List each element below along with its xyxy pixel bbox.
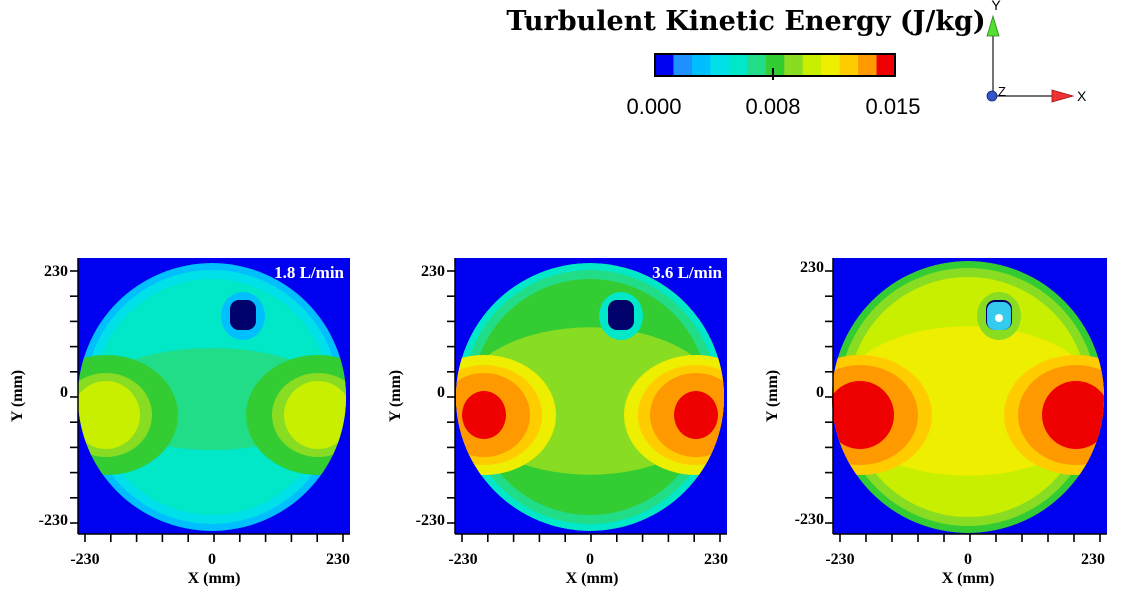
panel-2-ytick-label-top: 230	[421, 263, 445, 280]
panel-2: 3.6 L/min 230 0 -230 -230 0 230 X (mm) Y…	[387, 258, 728, 587]
panel-1-ytick-label-bottom: -230	[39, 512, 68, 529]
panel-2-flow-label: 3.6 L/min	[652, 263, 722, 282]
colorbar-segment	[765, 54, 785, 76]
colorbar-tick-label-min: 0.000	[626, 94, 681, 119]
panel-3-ytick-label-bottom: -230	[795, 511, 824, 528]
colorbar-segment	[655, 54, 674, 76]
contour-band	[674, 391, 718, 439]
colorbar-segment	[802, 54, 822, 76]
panel-1-ytick-label-top: 230	[44, 263, 68, 280]
colorbar-tick-labels: 0.000 0.008 0.015	[626, 94, 920, 119]
contour-band	[462, 391, 506, 439]
panel-1-axes	[70, 258, 350, 542]
panel-3-xtick-label-mid: 0	[964, 551, 972, 568]
panel-1-ytick-label-mid: 0	[60, 384, 68, 401]
triad-label-x: X	[1077, 88, 1087, 104]
colorbar-segment	[728, 54, 748, 76]
colorbar-frame	[654, 53, 896, 77]
colorbar-tick-label-mid: 0.008	[745, 94, 800, 119]
colorbar-segment	[691, 54, 711, 76]
contour-band	[838, 391, 882, 439]
panel-1-field	[78, 263, 346, 531]
triad-label-y: Y	[991, 0, 1001, 13]
triad-x-arrow-icon	[1051, 89, 1075, 103]
panel-2-xtick-label-left: -230	[448, 551, 477, 568]
panel-1-xtick-label-right: 230	[326, 551, 350, 568]
panel-3-xtick-label-left: -230	[825, 551, 854, 568]
panel-2-field	[456, 263, 724, 531]
panel-3-xtick-label-right: 230	[1081, 551, 1105, 568]
panel-1-flow-label: 1.8 L/min	[274, 263, 344, 282]
colorbar	[654, 53, 896, 80]
panel-2-ylabel: Y (mm)	[387, 370, 404, 422]
contour-band	[1054, 391, 1098, 439]
colorbar-segment	[784, 54, 804, 76]
colorbar-segment	[710, 54, 730, 76]
triad-y-arrow-icon	[986, 14, 1000, 37]
panel-2-xtick-label-right: 230	[704, 551, 728, 568]
colorbar-segment	[876, 54, 896, 76]
triad-label-z: Z	[998, 84, 1006, 99]
colorbar-segment	[821, 54, 841, 76]
colorbar-segment	[839, 54, 859, 76]
panel-1-xtick-label-mid: 0	[208, 551, 216, 568]
panel-3-field	[832, 261, 1104, 533]
panel-1-xlabel: X (mm)	[188, 570, 241, 587]
panel-3-ylabel: Y (mm)	[764, 370, 781, 422]
panel-2-xlabel: X (mm)	[566, 570, 619, 587]
outlet-dot	[995, 314, 1003, 322]
panel-3-axes	[825, 258, 1107, 542]
panel-2-ytick-label-bottom: -230	[416, 512, 445, 529]
panel-1-xtick-label-left: -230	[70, 551, 99, 568]
panel-3-ytick-label-top: 230	[800, 259, 824, 276]
outlet-hole	[608, 300, 634, 330]
outlet-hole	[230, 300, 256, 330]
colorbar-segment	[673, 54, 693, 76]
axes-triad: Y Z X	[986, 0, 1087, 104]
contour-band	[84, 391, 128, 439]
panel-2-axes	[447, 258, 727, 542]
triad-z-dot-icon	[986, 90, 998, 102]
colorbar-tick-label-max: 0.015	[865, 94, 920, 119]
panel-2-ytick-label-mid: 0	[437, 384, 445, 401]
panel-2-xtick-label-mid: 0	[586, 551, 594, 568]
panel-3: 230 0 -230 -230 0 230 X (mm) Y (mm)	[764, 258, 1107, 587]
colorbar-segment	[747, 54, 767, 76]
panel-3-xlabel: X (mm)	[942, 570, 995, 587]
panel-1-ylabel: Y (mm)	[9, 370, 26, 422]
panel-3-ytick-label-mid: 0	[816, 384, 824, 401]
contour-band	[296, 391, 340, 439]
chart-title: Turbulent Kinetic Energy (J/kg)	[506, 6, 985, 37]
colorbar-segment	[858, 54, 878, 76]
panel-1: 1.8 L/min 230 0 -230 -230 0 230 X (mm) Y…	[9, 258, 350, 587]
